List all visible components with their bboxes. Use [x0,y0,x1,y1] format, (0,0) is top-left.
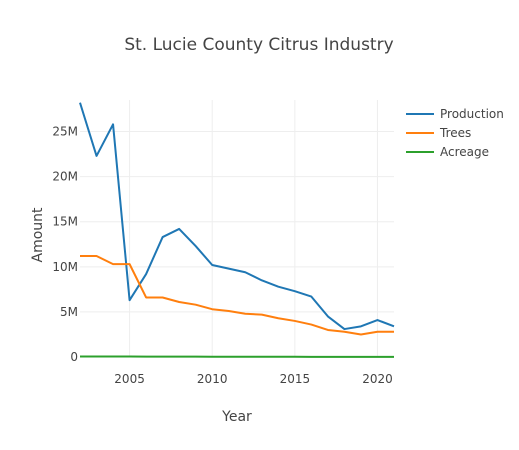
x-tick-label: 2020 [362,372,393,386]
legend-item-production[interactable]: Production [406,107,504,121]
y-tick-label: 20M [52,170,78,184]
x-tick-label: 2005 [114,372,145,386]
y-tick-label: 0 [70,350,78,364]
y-tick-label: 5M [60,305,78,319]
legend-item-trees[interactable]: Trees [406,126,471,140]
tick-labels: 0 5M 10M 15M 20M 25M 2005 2010 2015 2020 [52,125,392,386]
series-line-production[interactable] [79,102,395,331]
legend-label: Production [440,107,504,121]
y-tick-label: 15M [52,215,78,229]
x-tick-label: 2015 [280,372,311,386]
series-lines [79,102,395,358]
x-tick-label: 2010 [197,372,228,386]
chart-title: St. Lucie County Citrus Industry [124,35,393,55]
y-tick-label: 10M [52,260,78,274]
legend-label: Acreage [440,145,489,159]
legend-label: Trees [439,126,471,140]
x-axis-title: Year [221,409,252,425]
legend[interactable]: Production Trees Acreage [406,107,504,159]
series-line-trees[interactable] [80,255,394,336]
grid-lines [80,100,394,358]
y-tick-label: 25M [52,125,78,139]
legend-item-acreage[interactable]: Acreage [406,145,489,159]
y-axis-title: Amount [30,207,46,263]
